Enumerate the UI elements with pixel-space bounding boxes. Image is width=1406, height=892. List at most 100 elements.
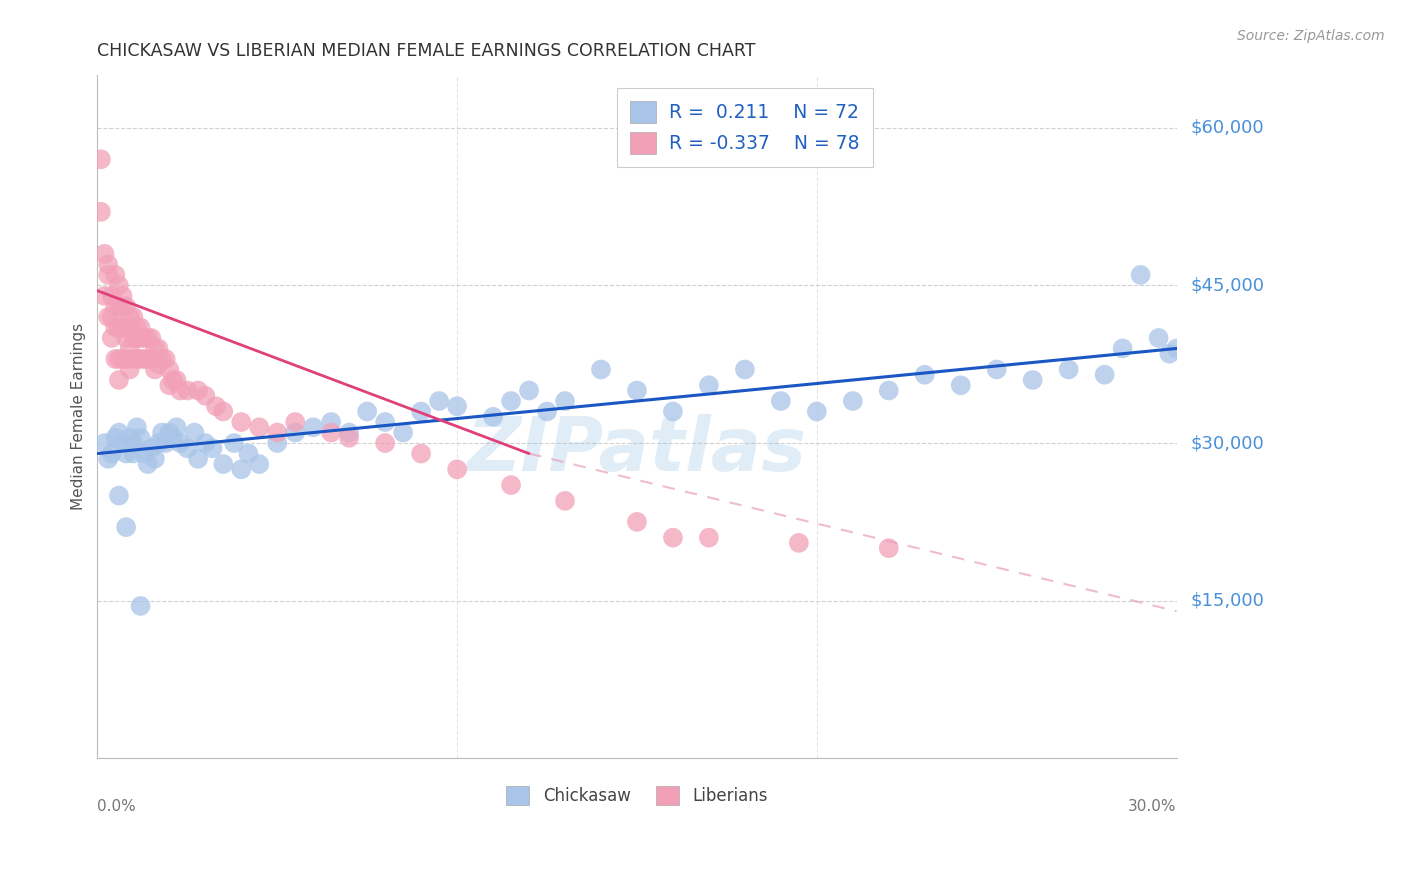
Point <box>148 342 170 356</box>
Point <box>129 431 152 445</box>
Point <box>104 320 127 334</box>
Point <box>129 351 152 366</box>
Point <box>411 404 433 418</box>
Point <box>162 431 184 445</box>
Point <box>157 378 180 392</box>
Point <box>284 425 307 440</box>
Point <box>129 331 152 345</box>
Point <box>187 451 209 466</box>
Point <box>374 436 396 450</box>
Point <box>108 351 131 366</box>
Point <box>108 373 131 387</box>
Point <box>136 351 159 366</box>
Point <box>1166 342 1188 356</box>
Point <box>697 531 720 545</box>
Point <box>111 320 134 334</box>
Point <box>115 320 138 334</box>
Point <box>100 331 122 345</box>
Y-axis label: Median Female Earnings: Median Female Earnings <box>72 323 86 510</box>
Point <box>162 373 184 387</box>
Point <box>222 436 245 450</box>
Point <box>302 420 325 434</box>
Point <box>115 446 138 460</box>
Point <box>155 436 177 450</box>
Point <box>1147 331 1170 345</box>
Point <box>1094 368 1116 382</box>
Text: $15,000: $15,000 <box>1191 591 1264 610</box>
Point <box>125 351 148 366</box>
Point <box>194 389 217 403</box>
Point <box>129 599 152 613</box>
Point <box>842 394 865 409</box>
Point <box>122 331 145 345</box>
Point <box>143 451 166 466</box>
Point <box>169 436 191 450</box>
Point <box>111 300 134 314</box>
Point <box>1159 347 1181 361</box>
Point <box>108 425 131 440</box>
Point <box>787 536 810 550</box>
Point <box>104 431 127 445</box>
Point <box>148 436 170 450</box>
Point <box>769 394 792 409</box>
Point <box>115 520 138 534</box>
Point <box>125 320 148 334</box>
Point <box>108 320 131 334</box>
Point <box>166 373 188 387</box>
Point <box>97 257 120 271</box>
Point <box>697 378 720 392</box>
Point <box>141 442 163 456</box>
Point <box>877 541 900 556</box>
Point <box>104 268 127 282</box>
Point <box>392 425 415 440</box>
Point <box>115 331 138 345</box>
Point <box>626 515 648 529</box>
Point <box>104 300 127 314</box>
Point <box>662 531 685 545</box>
Point <box>194 436 217 450</box>
Point <box>734 362 756 376</box>
Text: $45,000: $45,000 <box>1191 277 1264 294</box>
Point <box>111 351 134 366</box>
Point <box>374 415 396 429</box>
Text: $60,000: $60,000 <box>1191 119 1264 136</box>
Point <box>266 425 288 440</box>
Point <box>877 384 900 398</box>
Point <box>1057 362 1080 376</box>
Legend: Chickasaw, Liberians: Chickasaw, Liberians <box>499 779 775 812</box>
Point <box>118 310 141 324</box>
Point <box>187 384 209 398</box>
Point <box>104 351 127 366</box>
Point <box>247 420 270 434</box>
Point <box>118 342 141 356</box>
Point <box>97 310 120 324</box>
Text: $30,000: $30,000 <box>1191 434 1264 452</box>
Point <box>134 351 156 366</box>
Point <box>662 404 685 418</box>
Text: 0.0%: 0.0% <box>97 799 136 814</box>
Point <box>337 425 360 440</box>
Point <box>100 289 122 303</box>
Point <box>411 446 433 460</box>
Point <box>136 457 159 471</box>
Point <box>201 442 224 456</box>
Point <box>949 378 972 392</box>
Point <box>118 362 141 376</box>
Point <box>90 204 112 219</box>
Point <box>356 404 378 418</box>
Point <box>93 289 115 303</box>
Point <box>136 331 159 345</box>
Point <box>1021 373 1043 387</box>
Point <box>150 351 173 366</box>
Point <box>205 399 228 413</box>
Point <box>247 457 270 471</box>
Point <box>125 420 148 434</box>
Point <box>100 310 122 324</box>
Point <box>212 457 235 471</box>
Point <box>134 446 156 460</box>
Point <box>337 431 360 445</box>
Point <box>231 462 253 476</box>
Point <box>157 362 180 376</box>
Point <box>115 351 138 366</box>
Point <box>986 362 1008 376</box>
